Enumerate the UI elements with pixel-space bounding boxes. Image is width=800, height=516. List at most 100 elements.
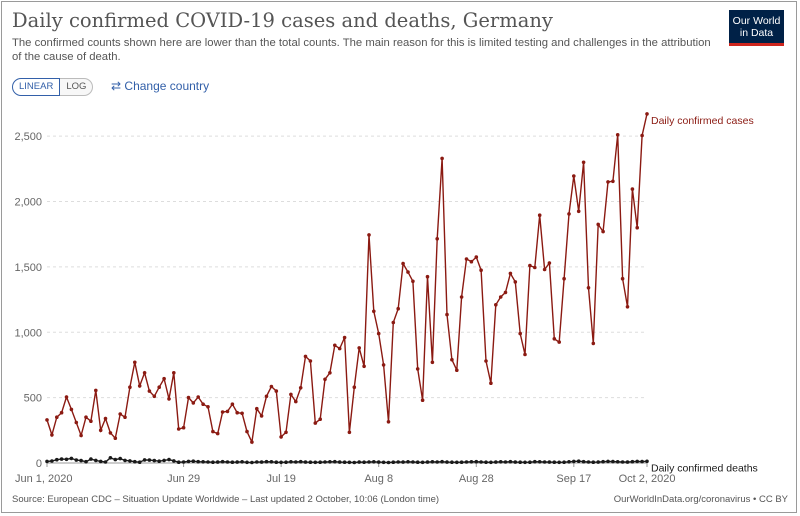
data-point — [528, 460, 532, 465]
data-point — [79, 458, 83, 463]
data-point — [259, 414, 264, 418]
data-point — [357, 346, 362, 350]
data-point — [323, 460, 327, 464]
data-point — [581, 459, 586, 464]
data-point — [576, 209, 581, 214]
credit-link[interactable]: OurWorldInData.org/coronavirus • CC BY — [613, 494, 788, 505]
y-tick-label: 2,000 — [14, 197, 42, 209]
data-point — [440, 459, 444, 464]
data-point — [118, 412, 122, 416]
data-point — [240, 411, 244, 416]
data-point — [542, 267, 547, 272]
data-point — [537, 460, 542, 464]
y-tick-label: 500 — [24, 393, 42, 405]
data-point — [415, 460, 420, 465]
data-point — [201, 402, 205, 407]
data-point — [455, 460, 459, 465]
y-axis-tick-labels: 0 500 1,000 1,500 2,000 2,500 — [14, 131, 42, 470]
data-point — [220, 410, 225, 414]
chart-subtitle: The confirmed counts shown here are lowe… — [12, 37, 711, 63]
data-point — [635, 459, 639, 464]
data-point — [503, 460, 508, 464]
data-point — [225, 460, 230, 464]
data-point — [406, 270, 410, 274]
data-point — [459, 460, 464, 465]
data-point — [303, 354, 308, 359]
data-point — [401, 261, 405, 266]
data-point — [381, 460, 386, 465]
data-point — [523, 352, 527, 357]
data-point — [89, 419, 93, 424]
data-point — [220, 459, 225, 464]
data-point — [372, 309, 376, 314]
x-tick-label: Aug 28 — [459, 473, 494, 485]
data-point — [264, 459, 269, 464]
data-point — [264, 394, 269, 399]
data-point — [74, 458, 79, 462]
data-point — [294, 399, 298, 404]
linear-scale-button[interactable]: LINEAR — [12, 78, 61, 96]
data-point — [494, 303, 498, 307]
data-point — [513, 460, 518, 464]
data-point — [411, 460, 415, 464]
data-point — [547, 261, 552, 265]
data-point — [186, 395, 191, 400]
data-point — [269, 460, 274, 464]
data-point — [645, 459, 649, 464]
data-point — [425, 274, 430, 279]
data-point — [94, 458, 98, 463]
log-scale-button[interactable]: LOG — [60, 78, 94, 96]
data-point — [245, 460, 249, 465]
series-layer — [45, 112, 649, 465]
data-point — [479, 268, 483, 273]
data-point — [211, 429, 215, 434]
data-point — [552, 460, 557, 465]
data-point — [620, 460, 625, 464]
series-label: Daily confirmed cases — [651, 115, 754, 127]
data-point — [191, 459, 196, 464]
data-point — [479, 460, 483, 464]
data-point — [425, 460, 430, 464]
data-point — [201, 460, 205, 464]
data-point — [508, 271, 513, 276]
data-point — [274, 389, 279, 393]
x-axis: Jun 1, 2020 Jun 29 Jul 19 Aug 8 Aug 28 Sep 17… — [15, 462, 675, 485]
data-point — [567, 460, 571, 464]
data-point — [308, 460, 313, 465]
data-point — [318, 460, 323, 465]
owid-logo[interactable]: Our World in Data — [729, 10, 784, 46]
data-point — [45, 459, 49, 464]
data-point — [64, 395, 69, 399]
data-point — [440, 156, 444, 161]
data-point — [113, 457, 118, 462]
data-point — [50, 433, 54, 437]
y-tick-label: 0 — [36, 458, 42, 470]
data-point — [503, 290, 508, 295]
data-point — [557, 460, 561, 465]
logo-line-2: in Data — [739, 27, 774, 39]
series-line — [46, 113, 648, 445]
data-point — [230, 402, 235, 407]
data-point — [498, 295, 503, 299]
data-point — [137, 460, 142, 465]
data-point — [254, 460, 259, 464]
data-point — [108, 456, 113, 460]
data-point — [611, 179, 615, 184]
data-point — [606, 180, 610, 184]
data-point — [284, 430, 288, 435]
data-point — [367, 460, 371, 464]
data-point — [279, 460, 283, 465]
data-point — [79, 433, 83, 438]
data-point — [640, 459, 644, 464]
data-point — [615, 133, 620, 137]
data-point — [435, 460, 440, 464]
data-point — [215, 431, 220, 436]
change-country-button[interactable]: ⇄ Change country — [111, 79, 209, 93]
data-point — [240, 460, 244, 464]
data-point — [162, 458, 166, 463]
data-point — [391, 460, 396, 465]
grid-lines — [47, 135, 647, 399]
data-point — [601, 459, 605, 464]
data-point — [386, 420, 391, 424]
